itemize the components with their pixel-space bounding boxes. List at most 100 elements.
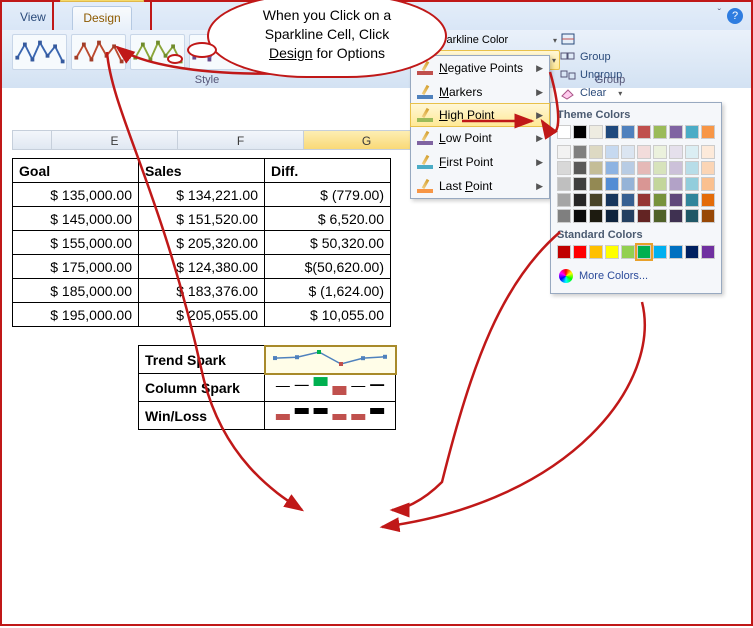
cell[interactable]: $ 155,000.00 — [13, 231, 139, 255]
color-swatch[interactable] — [685, 125, 699, 139]
color-swatch[interactable] — [685, 177, 699, 191]
color-swatch[interactable] — [589, 245, 603, 259]
color-swatch[interactable] — [557, 193, 571, 207]
color-swatch[interactable] — [605, 245, 619, 259]
color-swatch[interactable] — [589, 145, 603, 159]
color-swatch[interactable] — [621, 145, 635, 159]
color-swatch[interactable] — [573, 145, 587, 159]
color-swatch[interactable] — [637, 177, 651, 191]
color-swatch[interactable] — [573, 177, 587, 191]
color-swatch[interactable] — [701, 145, 715, 159]
color-swatch[interactable] — [557, 245, 571, 259]
cell[interactable]: $ 135,000.00 — [13, 183, 139, 207]
cell[interactable]: $ 205,320.00 — [139, 231, 265, 255]
style-thumbnail[interactable] — [12, 34, 67, 70]
color-swatch[interactable] — [685, 209, 699, 223]
color-swatch[interactable] — [669, 161, 683, 175]
color-swatch[interactable] — [653, 145, 667, 159]
color-swatch[interactable] — [653, 209, 667, 223]
color-swatch[interactable] — [573, 209, 587, 223]
color-swatch[interactable] — [589, 177, 603, 191]
color-swatch[interactable] — [557, 161, 571, 175]
marker-menu-item[interactable]: Last Point▶ — [411, 174, 549, 198]
style-thumbnail[interactable] — [71, 34, 126, 70]
cell[interactable]: $ 134,221.00 — [139, 183, 265, 207]
axis-button[interactable] — [560, 30, 622, 48]
color-swatch[interactable] — [653, 193, 667, 207]
color-swatch[interactable] — [701, 245, 715, 259]
color-swatch[interactable] — [669, 245, 683, 259]
color-swatch[interactable] — [573, 245, 587, 259]
color-swatch[interactable] — [685, 161, 699, 175]
cell[interactable]: $ 6,520.00 — [265, 207, 391, 231]
color-swatch[interactable] — [653, 125, 667, 139]
table-row[interactable]: $ 175,000.00$ 124,380.00$(50,620.00) — [13, 255, 391, 279]
color-swatch[interactable] — [573, 125, 587, 139]
color-swatch[interactable] — [573, 193, 587, 207]
cell[interactable]: $ (779.00) — [265, 183, 391, 207]
color-swatch[interactable] — [653, 245, 667, 259]
help-icon[interactable]: ? — [727, 8, 743, 24]
more-colors-button[interactable]: More Colors... — [557, 265, 715, 287]
color-swatch[interactable] — [621, 209, 635, 223]
color-swatch[interactable] — [621, 193, 635, 207]
table-row[interactable]: $ 195,000.00$ 205,055.00$ 10,055.00 — [13, 303, 391, 327]
header-goal[interactable]: Goal — [13, 159, 139, 183]
color-swatch[interactable] — [637, 193, 651, 207]
col-header-blank[interactable] — [12, 130, 52, 150]
marker-menu-item[interactable]: High Point▶ — [410, 103, 550, 127]
color-swatch[interactable] — [653, 161, 667, 175]
color-swatch[interactable] — [685, 245, 699, 259]
col-header-E[interactable]: E — [52, 130, 178, 150]
color-swatch[interactable] — [557, 209, 571, 223]
cell[interactable]: $ 151,520.00 — [139, 207, 265, 231]
trend-spark-label[interactable]: Trend Spark — [139, 346, 265, 374]
color-swatch[interactable] — [637, 161, 651, 175]
color-swatch[interactable] — [685, 193, 699, 207]
color-swatch[interactable] — [685, 145, 699, 159]
color-swatch[interactable] — [669, 145, 683, 159]
color-swatch[interactable] — [653, 177, 667, 191]
header-diff[interactable]: Diff. — [265, 159, 391, 183]
color-swatch[interactable] — [621, 161, 635, 175]
color-swatch[interactable] — [573, 161, 587, 175]
table-row[interactable]: $ 155,000.00$ 205,320.00$ 50,320.00 — [13, 231, 391, 255]
color-swatch[interactable] — [605, 193, 619, 207]
col-header-F[interactable]: F — [178, 130, 304, 150]
cell[interactable]: $ 185,000.00 — [13, 279, 139, 303]
cell[interactable]: $ 183,376.00 — [139, 279, 265, 303]
cell[interactable]: $ 145,000.00 — [13, 207, 139, 231]
style-thumbnail[interactable] — [130, 34, 185, 70]
color-swatch[interactable] — [605, 125, 619, 139]
header-sales[interactable]: Sales — [139, 159, 265, 183]
cell[interactable]: $ 50,320.00 — [265, 231, 391, 255]
table-row[interactable]: $ 185,000.00$ 183,376.00$ (1,624.00) — [13, 279, 391, 303]
color-swatch[interactable] — [621, 125, 635, 139]
color-swatch[interactable] — [669, 125, 683, 139]
color-swatch[interactable] — [637, 209, 651, 223]
group-button[interactable]: Group — [560, 48, 622, 66]
cell[interactable]: $ 175,000.00 — [13, 255, 139, 279]
tab-view[interactable]: View — [20, 10, 46, 24]
color-swatch[interactable] — [605, 161, 619, 175]
color-swatch[interactable] — [605, 177, 619, 191]
minimize-ribbon-chevron[interactable]: ˇ — [718, 8, 721, 19]
cell[interactable]: $ 205,055.00 — [139, 303, 265, 327]
table-row[interactable]: $ 145,000.00$ 151,520.00$ 6,520.00 — [13, 207, 391, 231]
color-swatch[interactable] — [701, 161, 715, 175]
cell[interactable]: $ 124,380.00 — [139, 255, 265, 279]
color-swatch[interactable] — [637, 245, 651, 259]
color-swatch[interactable] — [669, 193, 683, 207]
marker-menu-item[interactable]: Low Point▶ — [411, 126, 549, 150]
color-swatch[interactable] — [637, 145, 651, 159]
winloss-label[interactable]: Win/Loss — [139, 402, 265, 430]
cell[interactable]: $ (1,624.00) — [265, 279, 391, 303]
tab-design[interactable]: Design — [72, 6, 132, 30]
color-swatch[interactable] — [605, 209, 619, 223]
column-sparkline-cell[interactable] — [265, 374, 396, 402]
color-swatch[interactable] — [701, 177, 715, 191]
color-swatch[interactable] — [669, 209, 683, 223]
marker-menu-item[interactable]: First Point▶ — [411, 150, 549, 174]
trend-sparkline-cell[interactable] — [265, 346, 396, 374]
color-swatch[interactable] — [557, 125, 571, 139]
